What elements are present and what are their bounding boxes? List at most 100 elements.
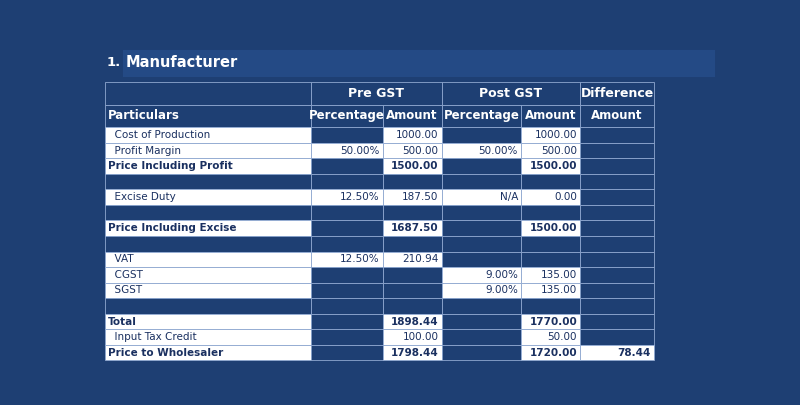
Bar [105,252,311,267]
Bar [311,283,382,298]
Bar [580,143,654,158]
Bar [311,298,382,314]
Bar [580,329,654,345]
Text: 210.94: 210.94 [402,254,438,264]
Text: Percentage: Percentage [309,109,385,122]
Bar [442,205,521,220]
Bar [105,345,311,360]
Bar [311,174,382,190]
Bar [580,190,654,205]
Text: Excise Duty: Excise Duty [108,192,176,202]
Bar [382,236,442,252]
Bar [105,190,311,205]
Text: 1898.44: 1898.44 [391,317,438,326]
Bar [442,105,521,127]
Bar [580,267,654,283]
Bar [382,77,442,82]
Text: 9.00%: 9.00% [485,286,518,296]
Bar [105,158,311,174]
Bar [382,174,442,190]
Text: 100.00: 100.00 [402,332,438,342]
Bar [521,77,580,82]
Bar [580,127,654,143]
Bar [382,220,442,236]
Text: Cost of Production: Cost of Production [108,130,210,140]
Bar [311,236,382,252]
Bar [442,329,521,345]
Text: Price Including Profit: Price Including Profit [108,161,233,171]
Bar [311,143,382,158]
Bar [105,105,311,127]
Bar [382,143,442,158]
Bar [521,220,580,236]
Bar [311,252,382,267]
Bar [311,345,382,360]
Bar [442,314,521,329]
Bar [105,220,311,236]
Text: Input Tax Credit: Input Tax Credit [108,332,197,342]
Bar [580,345,654,360]
Bar [382,283,442,298]
Text: 50.00%: 50.00% [340,145,379,156]
Text: Pre GST: Pre GST [349,87,405,100]
Text: 1000.00: 1000.00 [396,130,438,140]
Bar [311,158,382,174]
Text: VAT: VAT [108,254,134,264]
Bar [442,82,580,105]
Text: Total: Total [108,317,137,326]
Text: 0.00: 0.00 [554,192,577,202]
Bar [580,314,654,329]
Bar [521,267,580,283]
Bar [311,220,382,236]
Bar [442,158,521,174]
Bar [105,82,311,105]
Bar [311,190,382,205]
Bar [382,190,442,205]
Bar [580,174,654,190]
Bar [442,298,521,314]
Text: 1500.00: 1500.00 [530,161,577,171]
Text: Amount: Amount [525,109,576,122]
Bar [521,205,580,220]
Text: 50.00%: 50.00% [478,145,518,156]
Text: 1720.00: 1720.00 [530,347,577,358]
Bar [382,252,442,267]
Text: Amount: Amount [386,109,438,122]
Text: 1000.00: 1000.00 [534,130,577,140]
Text: Particulars: Particulars [108,109,180,122]
Text: SGST: SGST [108,286,142,296]
Bar [580,205,654,220]
Bar [105,143,311,158]
Text: Amount: Amount [591,109,643,122]
Bar [521,105,580,127]
Bar [311,205,382,220]
Bar [580,283,654,298]
Bar [311,329,382,345]
Bar [521,345,580,360]
Text: 1687.50: 1687.50 [391,223,438,233]
Bar [122,49,715,77]
Text: 12.50%: 12.50% [340,254,379,264]
Bar [521,190,580,205]
Text: 135.00: 135.00 [541,270,577,280]
Bar [311,314,382,329]
Text: 50.00: 50.00 [548,332,577,342]
Text: 1500.00: 1500.00 [391,161,438,171]
Bar [442,190,521,205]
Bar [521,127,580,143]
Bar [521,298,580,314]
Text: 500.00: 500.00 [402,145,438,156]
Bar [311,267,382,283]
Bar [382,267,442,283]
Bar [105,236,311,252]
Bar [382,205,442,220]
Bar [382,127,442,143]
Bar [521,158,580,174]
Bar [105,267,311,283]
Text: 500.00: 500.00 [541,145,577,156]
Text: 135.00: 135.00 [541,286,577,296]
Bar [105,174,311,190]
Text: Difference: Difference [581,87,654,100]
Text: Post GST: Post GST [479,87,542,100]
Text: Price to Wholesaler: Price to Wholesaler [108,347,223,358]
